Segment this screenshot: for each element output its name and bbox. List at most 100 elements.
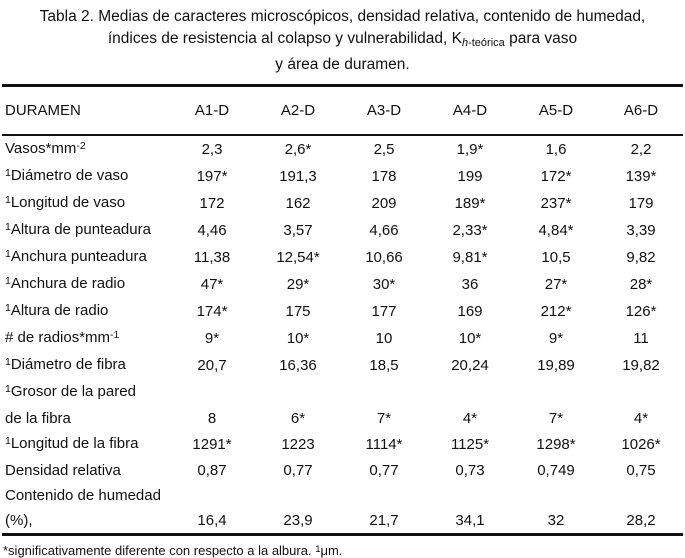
- label-superscript: 1: [5, 301, 11, 314]
- cell-value: [341, 379, 427, 406]
- row-label: 1Altura de radio: [5, 301, 109, 320]
- cell-value: [341, 483, 427, 508]
- cell-value: 0,77: [283, 462, 313, 479]
- cell-value: 2,3: [201, 141, 223, 158]
- header-cell-a3d: A3-D: [341, 85, 427, 136]
- cell-value: 11,38: [193, 249, 231, 266]
- cell-value: [427, 483, 513, 508]
- cell-value: 4*: [633, 410, 649, 427]
- table-row: 1Grosor de la pared: [2, 379, 683, 406]
- table-caption: Tabla 2. Medias de caracteres microscópi…: [0, 0, 685, 76]
- cell-value: [599, 483, 683, 508]
- cell-value: 29*: [286, 276, 310, 293]
- row-label: 1Altura de punteadura: [5, 220, 151, 239]
- table-row: Contenido de humedad: [2, 483, 683, 508]
- label-superscript: 1: [5, 382, 11, 395]
- cell-value: 47*: [200, 276, 224, 293]
- table-row: Vasos*mm-2 2,3 2,6* 2,5 1,9* 1,6 2,2: [2, 135, 683, 163]
- cell-value: [255, 379, 341, 406]
- row-label: (%),: [5, 512, 33, 529]
- cell-value: 20,7: [197, 357, 227, 374]
- header-cell-duramen: DURAMEN: [2, 85, 169, 136]
- label-superscript: 1: [5, 355, 11, 368]
- cell-value: 237*: [540, 195, 572, 212]
- cell-value: 1026*: [621, 436, 661, 453]
- cell-value: 169: [457, 303, 483, 320]
- table-row: 1Longitud de vaso 172 162 209 189* 237* 179: [2, 190, 683, 217]
- caption-line-2-tail: para vaso: [504, 30, 578, 47]
- cell-value: 34,1: [455, 512, 485, 529]
- cell-value: 12,54*: [276, 249, 320, 266]
- row-label: 1Diámetro de vaso: [5, 166, 129, 185]
- caption-subscript-teorica: -teórica: [468, 37, 505, 49]
- cell-value: 10,5: [541, 249, 571, 266]
- table-row: (%), 16,4 23,9 21,7 34,1 32 28,2: [2, 508, 683, 535]
- cell-value: 19,82: [622, 357, 660, 374]
- cell-value: 2,6*: [284, 141, 312, 158]
- cell-value: [513, 483, 599, 508]
- row-label: Contenido de humedad: [5, 487, 161, 504]
- label-superscript: -1: [110, 328, 120, 341]
- table-row: Densidad relativa 0,87 0,77 0,77 0,73 0,749 0,…: [2, 458, 683, 483]
- row-label: 1Diámetro de fibra: [5, 355, 126, 374]
- cell-value: 0,749: [537, 462, 575, 479]
- cell-value: 16,4: [197, 512, 227, 529]
- header-row: DURAMEN A1-D A2-D A3-D A4-D A5-D A6-D: [2, 85, 683, 136]
- header-cell-a1d: A1-D: [169, 85, 255, 136]
- table-row: 1Diámetro de fibra 20,7 16,36 18,5 20,24 19,8…: [2, 352, 683, 379]
- table-row: 1Anchura punteadura 11,38 12,54* 10,66 9,81*…: [2, 244, 683, 271]
- table-row: # de radios*mm-1 9* 10* 10 10* 9* 11: [2, 325, 683, 352]
- header-cell-a2d: A2-D: [255, 85, 341, 136]
- row-label: de la fibra: [5, 410, 71, 427]
- cell-value: 9,81*: [452, 249, 488, 266]
- cell-value: 189*: [454, 195, 486, 212]
- cell-value: 4,84*: [538, 222, 574, 239]
- caption-line-2-text: índices de resistencia al colapso y vuln…: [107, 30, 462, 47]
- cell-value: 1125*: [450, 436, 490, 453]
- cell-value: 23,9: [283, 512, 313, 529]
- cell-value: 175: [285, 303, 311, 320]
- cell-value: 1298*: [536, 436, 576, 453]
- cell-value: 0,87: [197, 462, 227, 479]
- table-row: 1Altura de radio 174* 175 177 169 212* 126*: [2, 298, 683, 325]
- cell-value: 28*: [629, 276, 653, 293]
- cell-value: 172*: [540, 168, 572, 185]
- cell-value: 10: [375, 330, 393, 347]
- cell-value: 1223: [281, 436, 315, 453]
- cell-value: 191,3: [279, 168, 317, 185]
- row-label: Vasos*mm-2: [5, 139, 86, 158]
- cell-value: 4*: [462, 410, 478, 427]
- label-superscript: 1: [5, 220, 11, 233]
- label-superscript: 1: [5, 193, 11, 206]
- footnote-unit: μm.: [320, 543, 343, 558]
- cell-value: 1,9*: [456, 141, 484, 158]
- cell-value: 197*: [196, 168, 228, 185]
- table-header: DURAMEN A1-D A2-D A3-D A4-D A5-D A6-D: [2, 85, 683, 136]
- cell-value: 9*: [204, 330, 220, 347]
- row-label: 1Anchura de radio: [5, 274, 126, 293]
- label-superscript: 1: [5, 166, 11, 179]
- cell-value: 174*: [196, 303, 228, 320]
- cell-value: 212*: [540, 303, 572, 320]
- cell-value: 11: [633, 330, 649, 347]
- footnote: *significativamente diferente con respec…: [0, 543, 685, 558]
- cell-value: 3,39: [626, 222, 656, 239]
- cell-value: [427, 379, 513, 406]
- cell-value: 4,66: [369, 222, 399, 239]
- cell-value: 19,89: [537, 357, 575, 374]
- caption-line-1: Tabla 2. Medias de caracteres microscópi…: [39, 8, 646, 25]
- cell-value: 1114*: [365, 436, 403, 453]
- table-row: de la fibra 8 6* 7* 4* 7* 4*: [2, 406, 683, 431]
- label-superscript: 1: [5, 247, 11, 260]
- footnote-text: *significativamente diferente con respec…: [3, 543, 316, 558]
- footnote-superscript-1: 1: [315, 543, 321, 555]
- caption-subscript-h: h: [461, 37, 469, 49]
- cell-value: 209: [371, 195, 397, 212]
- table-body: Vasos*mm-2 2,3 2,6* 2,5 1,9* 1,6 2,2 1Diámetro …: [2, 135, 683, 535]
- cell-value: [599, 379, 683, 406]
- cell-value: 7*: [376, 410, 392, 427]
- cell-value: 0,75: [626, 462, 656, 479]
- cell-value: [169, 379, 255, 406]
- table-row: 1Anchura de radio 47* 29* 30* 36 27* 28*: [2, 271, 683, 298]
- cell-value: 179: [628, 195, 654, 212]
